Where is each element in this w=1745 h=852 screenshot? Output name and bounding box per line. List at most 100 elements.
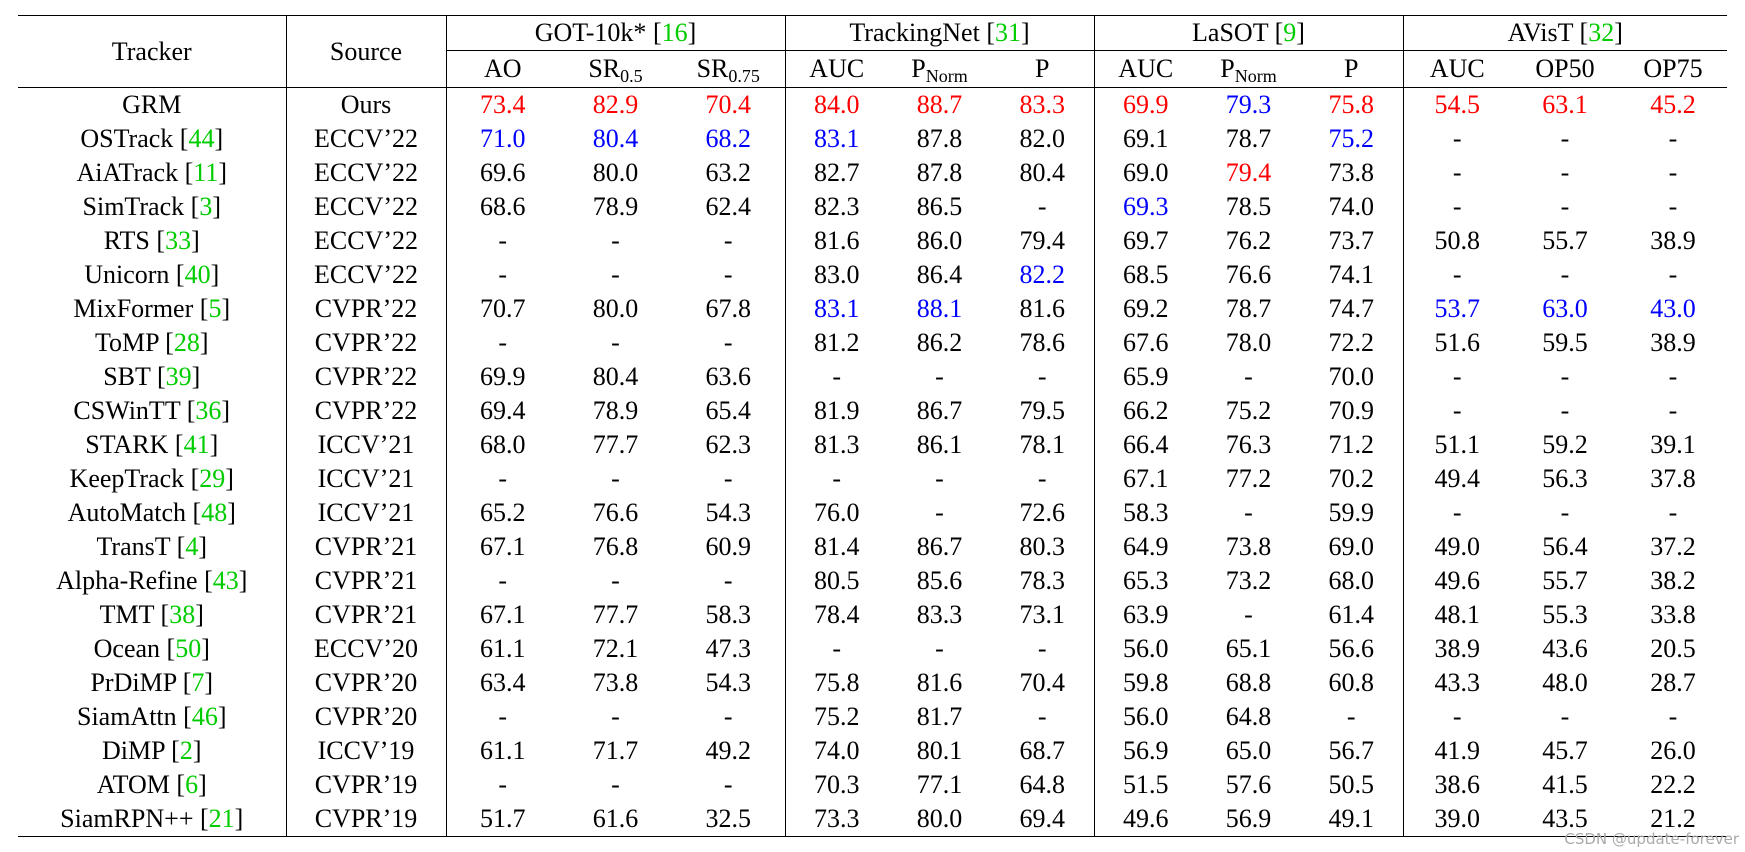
value-cell: 38.9 [1650,226,1696,255]
header-row: Tracker Source GOT-10k* [16] TrackingNet [3… [18,15,1727,88]
value-cell: 68.7 [991,734,1095,768]
value-cell: 49.1 [1300,802,1404,837]
cite-bracket: ] [204,668,214,697]
cite-bracket: ] [1296,18,1305,47]
cite-ref: 39 [165,362,192,391]
value-cell: 88.1 [916,294,963,323]
cite-bracket: [ [160,600,170,629]
value-cell: 33.8 [1650,600,1696,629]
value-cell: 58.3 [672,598,786,632]
cite-ref: 41 [183,430,210,459]
value-cell: 69.0 [1300,530,1404,564]
value-cell: 77.7 [592,430,639,459]
table-row: OSTrack [44] ECCV’22 71.0 80.4 68.2 83.1 87.8 8… [18,122,1727,156]
value-cell: - [498,260,508,289]
value-cell: 59.5 [1542,328,1588,357]
cite-bracket: ] [214,124,224,153]
tracker-cell: Unicorn [40] [18,258,287,292]
value-cell: - [991,700,1095,734]
column-base: AUC [1429,54,1485,83]
cite-ref: 11 [193,158,219,187]
value-cell: 80.4 [991,156,1095,190]
value-cell: 69.6 [480,158,526,187]
value-cell: 73.7 [1300,224,1404,258]
table-row: Unicorn [40] ECCV’22- - -83.0 86.4 82.2 68.5 76… [18,258,1727,292]
value-cell: 60.8 [1300,666,1404,700]
value-cell: 80.4 [592,124,639,153]
value-cell: 38.9 [1434,634,1481,663]
value-cell: - [1560,498,1570,527]
value-cell: 64.8 [1225,702,1272,731]
cite-bracket: [ [171,736,180,765]
column-base: OP50 [1535,54,1595,83]
value-cell: 53.7 [1434,294,1481,323]
value-cell: 70.4 [672,87,786,122]
tracker-cell: TransT [4] [18,530,287,564]
tracker-name: SiamRPN++ [60,804,194,833]
value-cell: 51.7 [446,802,559,837]
value-cell: 61.6 [559,802,672,837]
cite-ref: 2 [179,736,193,765]
column-header: PNorm [1197,50,1300,88]
value-cell: 56.0 [1123,702,1169,731]
cite-bracket: [ [1274,18,1284,47]
column-base: AUC [809,54,865,83]
column-header: OP75 [1619,50,1727,88]
value-cell: 78.6 [991,326,1095,360]
value-cell: 28.7 [1650,668,1696,697]
column-base: P [911,54,926,83]
cite-bracket: ] [221,294,231,323]
value-cell: 80.1 [916,736,963,765]
value-cell: 81.9 [814,396,860,425]
group-name: GOT-10k* [534,18,647,47]
column-header: SR0.5 [559,50,672,88]
table-row: SimTrack [3] ECCV’22 68.6 78.9 62.4 82.3 86.5-… [18,190,1727,224]
table-row: CSWinTT [36] CVPR’22 69.4 78.9 65.4 81.9 86.7 7… [18,394,1727,428]
value-cell: 80.0 [888,802,991,837]
value-cell: 55.7 [1542,566,1588,595]
value-cell: 80.4 [592,362,639,391]
value-cell: - [1560,192,1570,221]
value-cell: 69.1 [1123,124,1169,153]
value-cell: - [1668,362,1678,391]
value-cell: 59.8 [1123,668,1169,697]
cite-bracket: ] [1614,18,1623,47]
value-cell: 48.0 [1542,668,1588,697]
cite-bracket: ] [198,532,208,561]
value-cell: 78.7 [1225,294,1272,323]
value-cell: - [1300,700,1404,734]
value-cell: 78.5 [1225,192,1272,221]
value-cell: - [498,226,508,255]
value-cell: 82.7 [814,158,860,187]
value-cell: - [611,702,620,731]
tracker-cell: OSTrack [44] [18,122,287,156]
table-row: ToMP [28] CVPR’22- - -81.2 86.2 78.6 67.6 78.0 7… [18,326,1727,360]
value-cell: 63.6 [672,360,786,394]
tracker-cell: CSWinTT [36] [18,394,287,428]
column-header: AUC [785,50,888,88]
cite-bracket: [ [190,192,200,221]
tracker-cell: KeepTrack [29] [18,462,287,496]
value-cell: 78.7 [1225,124,1272,153]
value-cell: 54.3 [672,666,786,700]
column-base: AUC [1118,54,1174,83]
value-cell: 71.2 [1300,428,1404,462]
source-cell: CVPR’22 [286,326,447,360]
value-cell: - [672,326,786,360]
value-cell: 67.6 [1123,328,1169,357]
group-header: GOT-10k* [16] [446,15,786,51]
cite-ref: 4 [185,532,199,561]
table-row: SBT [39] CVPR’22 69.9 80.4 63.6- - -65.9-70.0-… [18,360,1727,394]
group-name: TrackingNet [849,18,980,47]
value-cell: 81.2 [814,328,860,357]
value-cell: 65.2 [480,498,526,527]
value-cell: - [672,768,786,802]
value-cell: 43.3 [1434,668,1481,697]
tracker-name: AiATrack [76,158,179,187]
value-cell: - [991,632,1095,666]
cite-bracket: [ [652,18,662,47]
source-cell: CVPR’20 [286,666,447,700]
value-cell: 73.1 [991,598,1095,632]
column-header: P [991,50,1095,88]
